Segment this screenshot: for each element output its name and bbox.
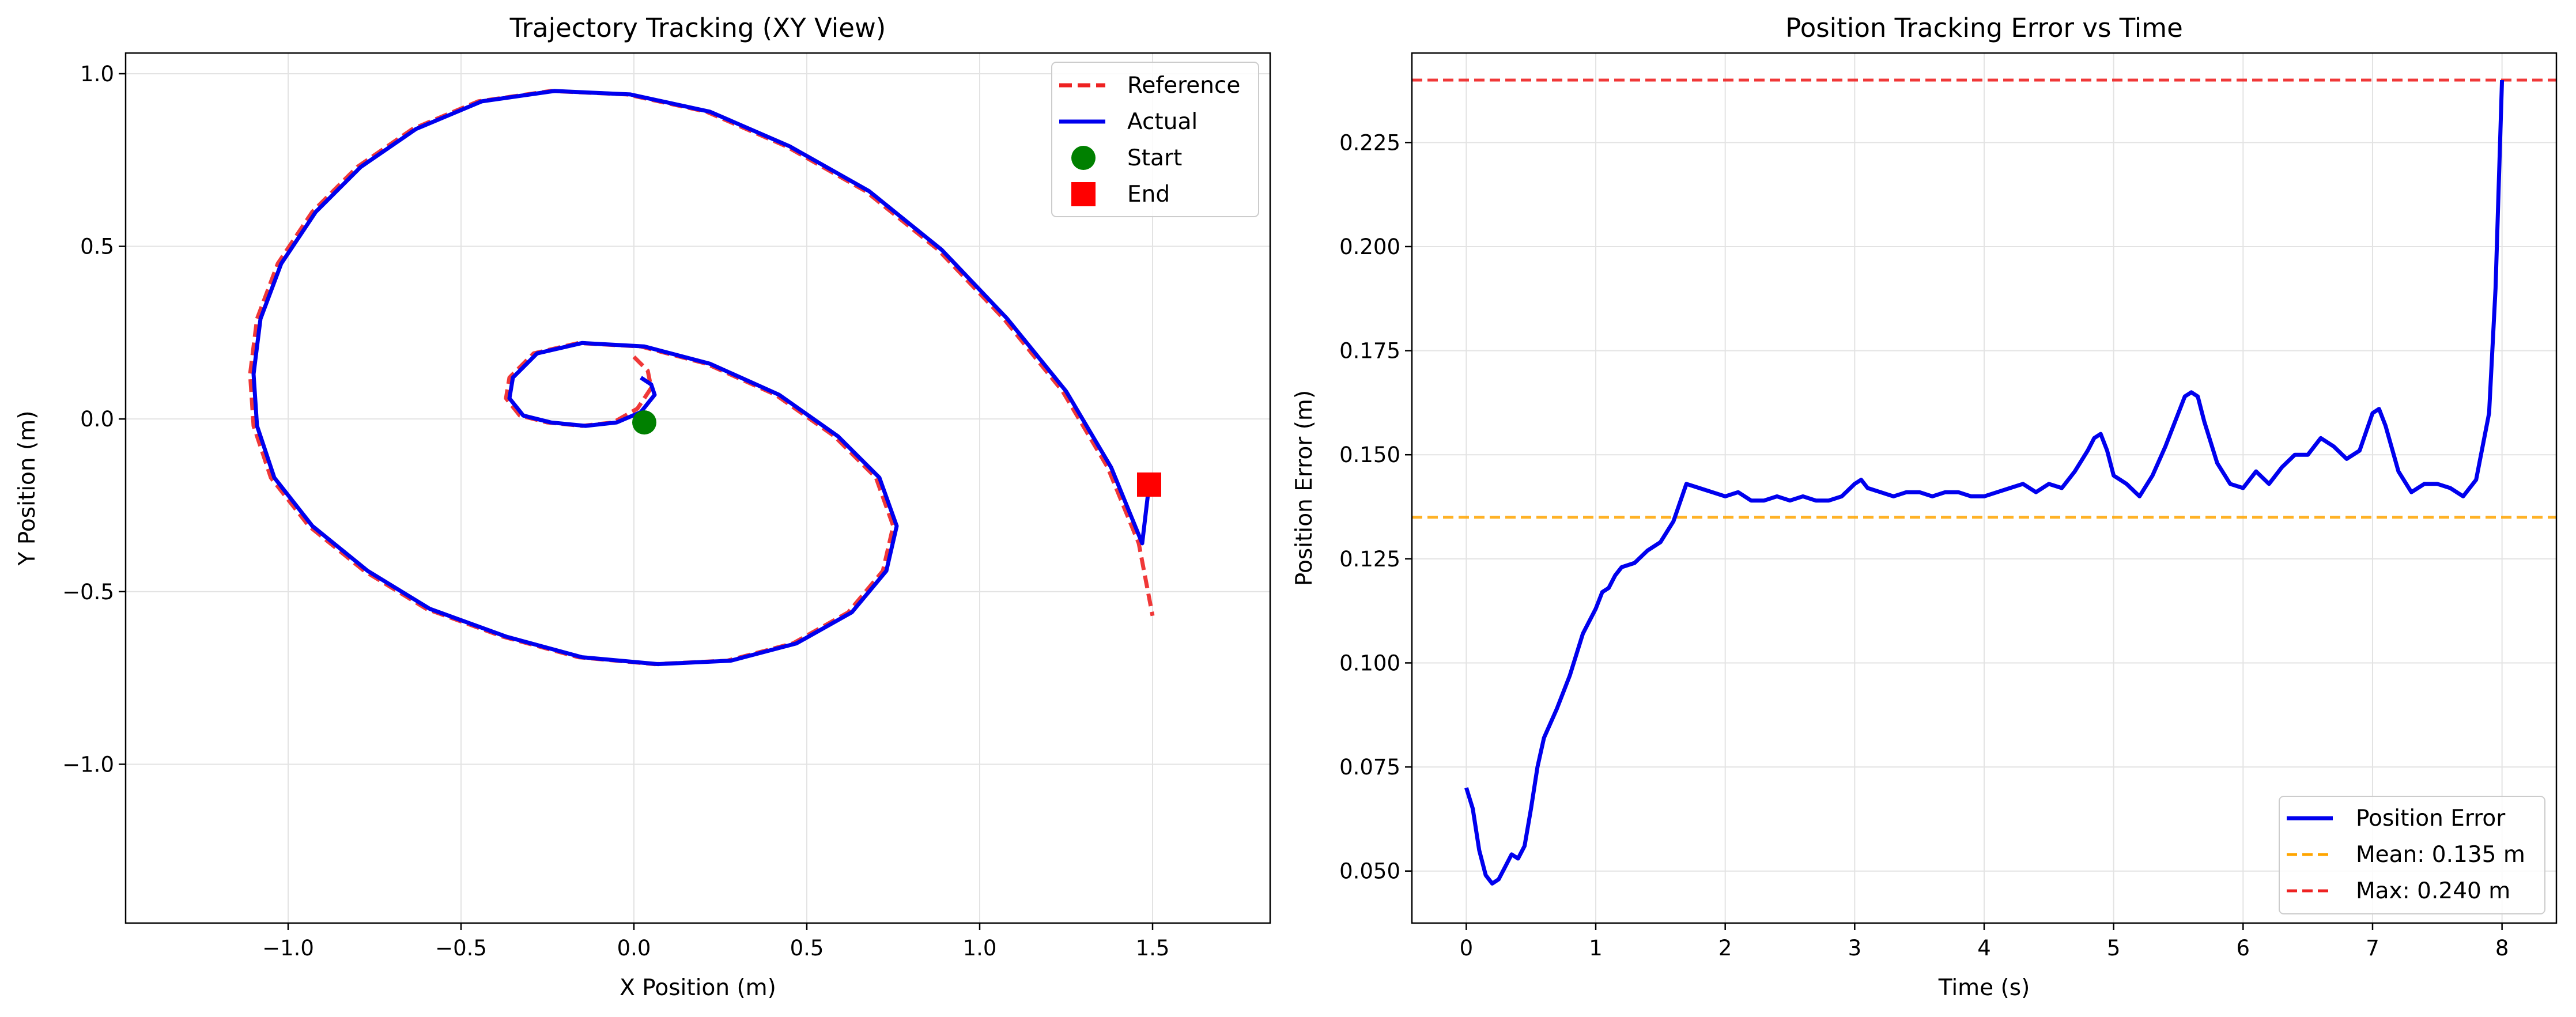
right-x-tick-label: 7: [2366, 936, 2379, 961]
right-x-tick-label: 6: [2237, 936, 2250, 961]
left-y-axis-label: Y Position (m): [14, 411, 40, 566]
legend-end-label: End: [1127, 182, 1170, 207]
right-x-tick-label: 8: [2495, 936, 2509, 961]
right-y-axis-label: Position Error (m): [1291, 390, 1317, 586]
left-x-tick-label: −1.0: [262, 936, 314, 961]
right-x-tick-label: 1: [1589, 936, 1603, 961]
right-x-tick-label: 4: [1977, 936, 1991, 961]
left-y-tick-label: −0.5: [62, 580, 114, 604]
left-legend: Reference Actual Start End: [1051, 62, 1259, 217]
legend-reference-label: Reference: [1127, 73, 1240, 99]
error-vs-time-chart: 0 1 2 3 4 5 6 7 8 0.225 0.200 0.175 0.150 0.125 0.100 0…: [1291, 13, 2558, 1001]
legend-max-label: Max: 0.240 m: [2356, 878, 2510, 904]
right-y-tick-label: 0.100: [1339, 651, 1400, 675]
legend-mean-label: Mean: 0.135 m: [2356, 842, 2525, 868]
left-x-tick-label: −0.5: [435, 936, 487, 961]
legend-start-marker: [1071, 146, 1096, 170]
left-x-tick-label: 0.5: [790, 936, 824, 961]
right-x-tick-label: 2: [1718, 936, 1732, 961]
right-y-tick-label: 0.050: [1339, 859, 1400, 884]
left-axes-frame: [124, 52, 1271, 924]
left-y-tick-label: −1.0: [62, 752, 114, 777]
left-chart-title: Trajectory Tracking (XY View): [509, 13, 886, 43]
right-y-tick-label: 0.125: [1339, 547, 1400, 572]
actual-trajectory-line: [251, 89, 1151, 667]
end-marker: [1137, 472, 1161, 497]
left-y-tick-label: 0.5: [80, 235, 114, 259]
right-y-tick-label: 0.150: [1339, 443, 1400, 467]
right-legend: Position Error Mean: 0.135 m Max: 0.240 …: [2279, 796, 2545, 914]
right-y-tick-label: 0.225: [1339, 130, 1400, 155]
legend-actual-label: Actual: [1127, 109, 1198, 135]
right-y-tick-label: 0.200: [1339, 235, 1400, 259]
start-marker: [632, 410, 656, 435]
position-error-line: [1464, 80, 2505, 886]
right-grid: [1412, 53, 2556, 923]
right-y-tick-label: 0.175: [1339, 339, 1400, 364]
left-y-tick-label: 0.0: [80, 407, 114, 432]
left-grid: [126, 53, 1270, 923]
right-x-tick-label: 3: [1848, 936, 1862, 961]
left-legend-box: [1051, 62, 1259, 217]
left-x-tick-label: 1.5: [1136, 936, 1170, 961]
left-ticks: −1.0 −0.5 0.0 0.5 1.0 1.5 1.0 0.5 0.0 −0.5 −1.0: [62, 62, 1169, 961]
right-x-axis-label: Time (s): [1938, 975, 2030, 1001]
right-x-tick-label: 0: [1460, 936, 1474, 961]
left-x-tick-label: 1.0: [963, 936, 997, 961]
legend-end-marker: [1071, 182, 1096, 206]
left-x-tick-label: 0.0: [617, 936, 651, 961]
left-series-layer: [248, 89, 1161, 667]
right-ticks: 0 1 2 3 4 5 6 7 8 0.225 0.200 0.175 0.150 0.125 0.100 0…: [1339, 130, 2509, 961]
left-y-tick-label: 1.0: [80, 62, 114, 86]
xy-trajectory-chart: −1.0 −0.5 0.0 0.5 1.0 1.5 1.0 0.5 0.0 −0.5 −1.0 Tr…: [14, 13, 1271, 1001]
legend-start-label: Start: [1127, 145, 1182, 171]
right-y-tick-label: 0.075: [1339, 755, 1400, 780]
legend-position-error-label: Position Error: [2356, 806, 2506, 831]
right-legend-box: [2279, 796, 2545, 914]
left-x-axis-label: X Position (m): [620, 975, 776, 1001]
right-x-tick-label: 5: [2107, 936, 2121, 961]
right-series-layer: [1412, 78, 2556, 886]
right-chart-title: Position Tracking Error vs Time: [1785, 13, 2183, 43]
